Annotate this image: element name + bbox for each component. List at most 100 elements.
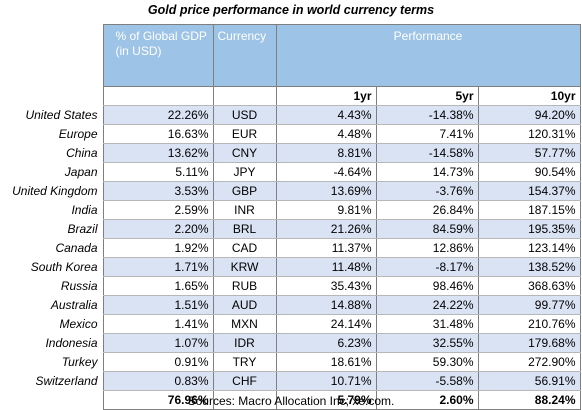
currency-cell: AUD bbox=[212, 295, 276, 315]
currency-cell: CNY bbox=[212, 143, 276, 163]
currency-cell: EUR bbox=[212, 124, 276, 144]
subheader-blank-country bbox=[0, 87, 103, 106]
yr10-header: 10yr bbox=[477, 86, 581, 106]
yr1-cell: 14.88% bbox=[275, 295, 376, 315]
yr5-cell: 31.48% bbox=[375, 314, 478, 334]
header-row: % of Global GDP (in USD) Currency Perfor… bbox=[0, 24, 581, 87]
table-title: Gold price performance in world currency… bbox=[147, 3, 435, 17]
country-cell: Russia bbox=[60, 278, 98, 293]
country-cell: United States bbox=[25, 107, 98, 122]
gdp-cell: 0.91% bbox=[102, 352, 213, 372]
country-cell: Indonesia bbox=[45, 335, 98, 350]
currency-cell: TRY bbox=[212, 352, 276, 372]
yr10-cell: 210.76% bbox=[477, 314, 581, 334]
gdp-cell: 22.26% bbox=[102, 105, 213, 125]
currency-cell: GBP bbox=[212, 181, 276, 201]
yr1-header: 1yr bbox=[275, 86, 376, 106]
table-row: Australia 1.51% AUD 14.88% 24.22% 99.77% bbox=[0, 295, 581, 315]
country-cell: Mexico bbox=[59, 316, 98, 331]
yr5-cell: 26.84% bbox=[375, 200, 478, 220]
yr10-cell: 138.52% bbox=[477, 257, 581, 277]
currency-cell: CHF bbox=[212, 371, 276, 391]
subheader-row: 1yr 5yr 10yr bbox=[0, 86, 581, 106]
yr1-cell: 11.37% bbox=[275, 238, 376, 258]
gdp-cell: 1.51% bbox=[102, 295, 213, 315]
yr10-cell: 90.54% bbox=[477, 162, 581, 182]
yr5-cell: -14.58% bbox=[375, 143, 478, 163]
yr5-cell: -14.38% bbox=[375, 105, 478, 125]
country-cell: India bbox=[71, 202, 98, 217]
yr10-cell: 179.68% bbox=[477, 333, 581, 353]
yr1-cell: 21.26% bbox=[275, 219, 376, 239]
currency-cell: IDR bbox=[212, 333, 276, 353]
total-yr10-cell: 88.24% bbox=[477, 390, 581, 410]
yr5-cell: -8.17% bbox=[375, 257, 478, 277]
yr5-cell: 14.73% bbox=[375, 162, 478, 182]
total-yr1-cell: 5.79% bbox=[275, 390, 376, 410]
table-row: United States 22.26% USD 4.43% -14.38% 94.20% bbox=[0, 105, 581, 125]
currency-cell: KRW bbox=[212, 257, 276, 277]
yr5-cell: 24.22% bbox=[375, 295, 478, 315]
yr1-cell: 18.61% bbox=[275, 352, 376, 372]
yr1-cell: 8.81% bbox=[275, 143, 376, 163]
gdp-cell: 3.53% bbox=[102, 181, 213, 201]
table-row: Switzerland 0.83% CHF 10.71% -5.58% 56.91% bbox=[0, 371, 581, 391]
yr10-cell: 187.15% bbox=[477, 200, 581, 220]
subheader-blank-gdp bbox=[102, 86, 213, 106]
yr10-cell: 123.14% bbox=[477, 238, 581, 258]
yr1-cell: 24.14% bbox=[275, 314, 376, 334]
total-yr5-cell: 2.60% bbox=[375, 390, 478, 410]
currency-cell: BRL bbox=[212, 219, 276, 239]
yr1-cell: 35.43% bbox=[275, 276, 376, 296]
yr1-cell: 13.69% bbox=[275, 181, 376, 201]
yr5-header: 5yr bbox=[375, 86, 478, 106]
table-row: Japan 5.11% JPY -4.64% 14.73% 90.54% bbox=[0, 162, 581, 182]
currency-cell: CAD bbox=[212, 238, 276, 258]
gdp-cell: 1.41% bbox=[102, 314, 213, 334]
yr5-cell: 32.55% bbox=[375, 333, 478, 353]
performance-header: Performance bbox=[275, 24, 581, 87]
table-row: Europe 16.63% EUR 4.48% 7.41% 120.31% bbox=[0, 124, 581, 144]
yr5-cell: 12.86% bbox=[375, 238, 478, 258]
yr5-cell: 59.30% bbox=[375, 352, 478, 372]
yr1-cell: -4.64% bbox=[275, 162, 376, 182]
yr5-cell: -5.58% bbox=[375, 371, 478, 391]
country-cell: United Kingdom bbox=[12, 183, 98, 198]
table-row: China 13.62% CNY 8.81% -14.58% 57.77% bbox=[0, 143, 581, 163]
gdp-cell: 1.07% bbox=[102, 333, 213, 353]
yr5-cell: 98.46% bbox=[375, 276, 478, 296]
yr10-cell: 195.35% bbox=[477, 219, 581, 239]
yr1-cell: 11.48% bbox=[275, 257, 376, 277]
sources-footer: Sources: Macro Allocation Inc; xe.com. bbox=[187, 394, 395, 408]
country-cell: Australia bbox=[50, 297, 98, 312]
table-row: Russia 1.65% RUB 35.43% 98.46% 368.63% bbox=[0, 276, 581, 296]
gdp-cell: 5.11% bbox=[102, 162, 213, 182]
yr5-cell: 84.59% bbox=[375, 219, 478, 239]
total-currency-cell bbox=[212, 390, 276, 410]
yr10-cell: 99.77% bbox=[477, 295, 581, 315]
table-row: Mexico 1.41% MXN 24.14% 31.48% 210.76% bbox=[0, 314, 581, 334]
currency-cell: INR bbox=[212, 200, 276, 220]
yr1-cell: 9.81% bbox=[275, 200, 376, 220]
gdp-header: % of Global GDP (in USD) bbox=[102, 24, 213, 87]
yr10-cell: 94.20% bbox=[477, 105, 581, 125]
country-cell: Turkey bbox=[61, 354, 98, 369]
yr5-cell: -3.76% bbox=[375, 181, 478, 201]
currency-cell: JPY bbox=[212, 162, 276, 182]
yr1-cell: 10.71% bbox=[275, 371, 376, 391]
header-blank-cell bbox=[0, 25, 103, 87]
gdp-cell: 1.71% bbox=[102, 257, 213, 277]
gdp-cell: 1.65% bbox=[102, 276, 213, 296]
gdp-cell: 1.92% bbox=[102, 238, 213, 258]
country-cell: China bbox=[66, 145, 98, 160]
country-cell: Brazil bbox=[67, 221, 98, 236]
yr10-cell: 56.91% bbox=[477, 371, 581, 391]
table-row: United Kingdom 3.53% GBP 13.69% -3.76% 154.37… bbox=[0, 181, 581, 201]
currency-cell: RUB bbox=[212, 276, 276, 296]
yr1-cell: 4.43% bbox=[275, 105, 376, 125]
currency-cell: USD bbox=[212, 105, 276, 125]
gdp-cell: 0.83% bbox=[102, 371, 213, 391]
yr10-cell: 57.77% bbox=[477, 143, 581, 163]
gdp-cell: 16.63% bbox=[102, 124, 213, 144]
gdp-cell: 2.20% bbox=[102, 219, 213, 239]
